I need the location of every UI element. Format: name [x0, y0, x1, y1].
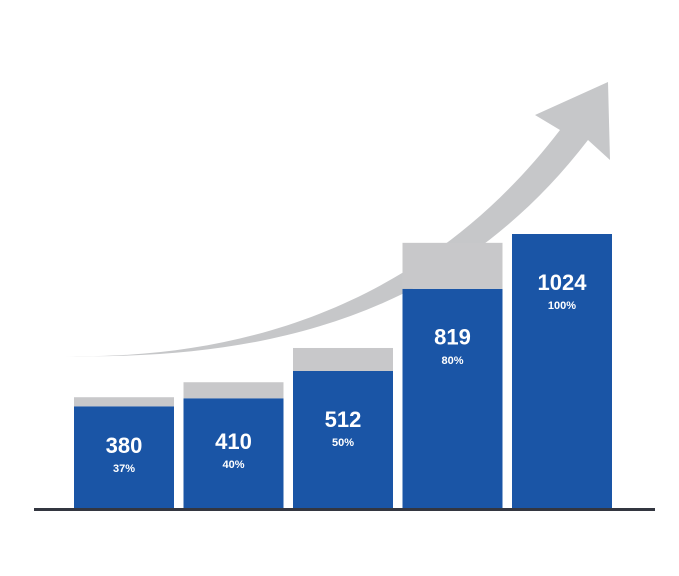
percent-label: 37% — [113, 463, 135, 475]
value-label: 410 — [215, 429, 252, 454]
bar-segment — [402, 242, 503, 289]
growth-arrow — [64, 82, 610, 357]
bar-segment — [74, 406, 174, 508]
bar-segment — [293, 371, 393, 508]
percent-label: 100% — [548, 300, 576, 312]
percent-label: 50% — [332, 437, 354, 449]
value-label: 380 — [106, 433, 143, 458]
percent-label: 40% — [222, 459, 244, 471]
bar-segment — [183, 382, 284, 399]
bar-segment — [183, 398, 284, 508]
value-label: 512 — [325, 407, 362, 432]
bar-segment — [74, 397, 174, 407]
bar-segment — [402, 288, 503, 508]
bar-segment — [293, 347, 393, 371]
value-label: 819 — [434, 325, 471, 350]
bar-segment — [512, 234, 612, 508]
percent-label: 80% — [441, 355, 463, 367]
value-label: 1024 — [538, 270, 588, 295]
